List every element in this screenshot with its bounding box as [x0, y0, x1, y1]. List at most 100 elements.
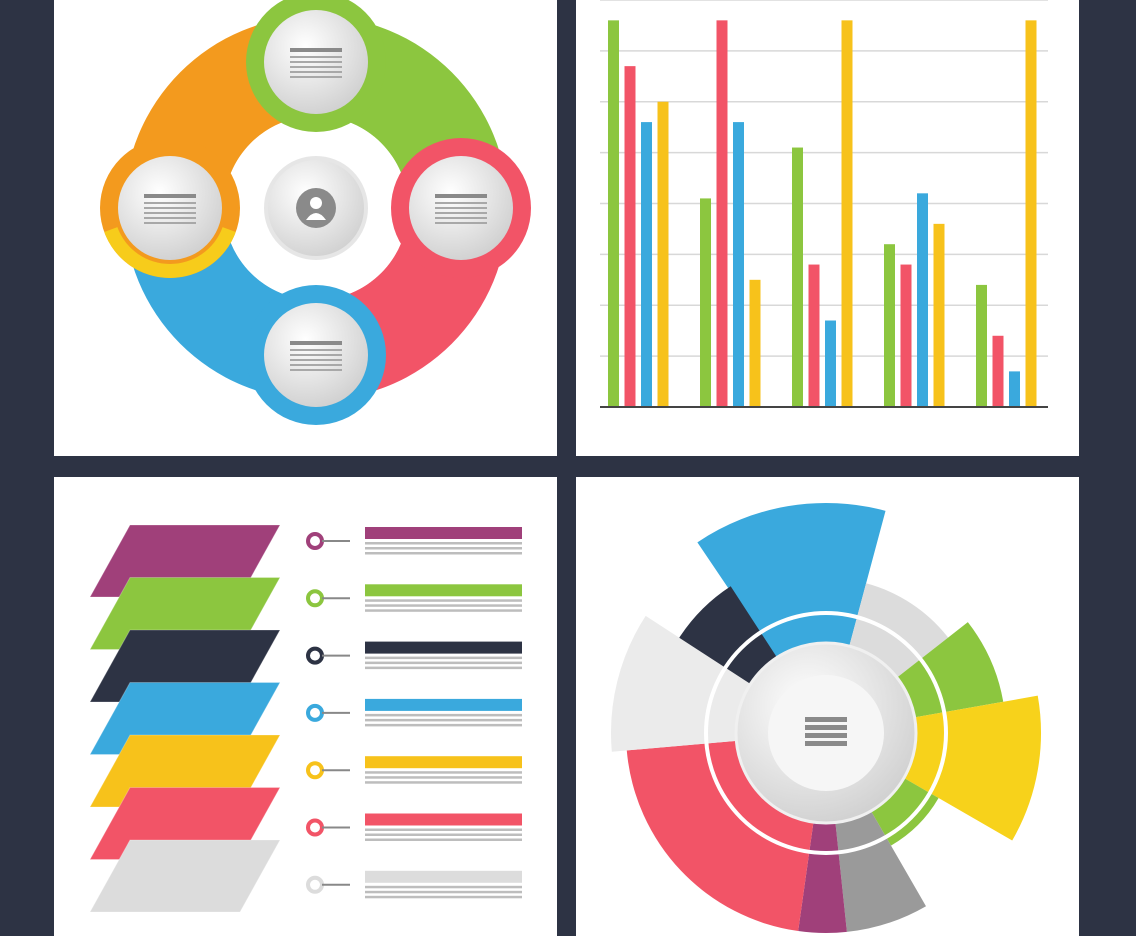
list-item-line	[365, 599, 522, 602]
bar	[1009, 371, 1020, 407]
menu-icon	[805, 733, 847, 738]
text-line	[290, 76, 342, 78]
list-item-line	[365, 890, 522, 894]
sunburst-segment	[697, 503, 886, 659]
text-line	[435, 212, 487, 214]
list-item-line	[365, 666, 522, 670]
text-line	[290, 71, 342, 73]
text-line	[144, 222, 196, 224]
text-line	[290, 48, 342, 52]
list-item-line	[365, 718, 522, 722]
list-item-line	[365, 781, 522, 784]
marker-icon	[306, 875, 324, 894]
marker-icon	[306, 703, 324, 722]
menu-icon	[805, 741, 847, 746]
list-item-bar	[365, 584, 522, 597]
list-item-line	[365, 723, 522, 727]
node-ring-highlight	[104, 227, 236, 278]
bar	[792, 147, 803, 407]
sunburst-diagram	[611, 503, 1041, 933]
text-line	[290, 349, 342, 351]
bar	[641, 122, 652, 407]
list-item-line	[365, 828, 522, 831]
list-item-line	[365, 771, 522, 774]
bar	[884, 244, 895, 407]
text-line	[144, 194, 196, 198]
bar	[608, 20, 619, 407]
list-item-line	[365, 776, 522, 779]
list-item-line	[365, 552, 522, 555]
sunburst-segment	[835, 810, 926, 932]
text-line	[435, 202, 487, 204]
marker-icon	[306, 761, 324, 780]
sunburst-segment	[679, 586, 777, 684]
layer-shape	[89, 839, 281, 913]
cycle-diagram	[100, 0, 531, 425]
text-line	[290, 61, 342, 63]
menu-icon	[805, 725, 847, 730]
marker-icon	[306, 646, 324, 665]
bar	[657, 101, 669, 407]
list-item-line	[365, 833, 522, 836]
text-line	[290, 359, 342, 361]
bar	[749, 279, 761, 407]
list-item-line	[365, 885, 522, 889]
bar-chart	[600, 0, 1048, 408]
text-line	[144, 207, 196, 209]
sunburst-segment	[611, 615, 751, 752]
menu-icon	[805, 717, 847, 722]
bar	[992, 335, 1004, 407]
bar	[841, 20, 853, 407]
list-item-line	[365, 661, 522, 665]
text-line	[435, 222, 487, 224]
list-item-line	[365, 895, 522, 899]
list-item-line	[365, 838, 522, 841]
bar	[733, 122, 744, 407]
sunburst-segment	[896, 622, 1004, 718]
bar	[716, 20, 728, 407]
list-item-bar	[365, 641, 522, 654]
marker-icon	[306, 589, 324, 608]
list-item-bar	[365, 698, 522, 711]
list-item-bar	[365, 527, 522, 539]
marker-icon	[306, 818, 324, 837]
bar	[825, 320, 836, 407]
white-ring	[704, 611, 948, 855]
list-item-line	[365, 542, 522, 545]
text-line	[144, 202, 196, 204]
list-item-line	[365, 547, 522, 550]
list-item-line	[365, 713, 522, 717]
list-item-bar	[365, 813, 522, 826]
bar	[976, 284, 987, 407]
marker-icon	[306, 532, 324, 550]
text-line	[290, 56, 342, 58]
bar	[1025, 20, 1037, 407]
bar	[700, 198, 711, 407]
sunburst-segment	[798, 822, 847, 933]
text-line	[290, 341, 342, 345]
list-item-line	[365, 604, 522, 607]
bar	[624, 66, 636, 407]
list-item-bar	[365, 870, 522, 883]
list-item-line	[365, 609, 522, 612]
sunburst-segment	[626, 740, 814, 932]
sunburst-segment	[903, 695, 1041, 841]
text-line	[435, 217, 487, 219]
text-line	[290, 369, 342, 371]
text-line	[435, 207, 487, 209]
text-line	[435, 194, 487, 198]
text-line	[290, 364, 342, 366]
text-line	[290, 66, 342, 68]
list-item-bar	[365, 756, 522, 769]
list-item-line	[365, 656, 522, 660]
bar	[808, 264, 820, 407]
user-icon-head	[310, 197, 322, 209]
text-line	[144, 212, 196, 214]
sunburst-segment	[849, 583, 949, 678]
bar	[917, 193, 928, 407]
text-line	[290, 354, 342, 356]
text-line	[144, 217, 196, 219]
user-icon-body	[306, 213, 326, 220]
bar	[933, 223, 945, 407]
